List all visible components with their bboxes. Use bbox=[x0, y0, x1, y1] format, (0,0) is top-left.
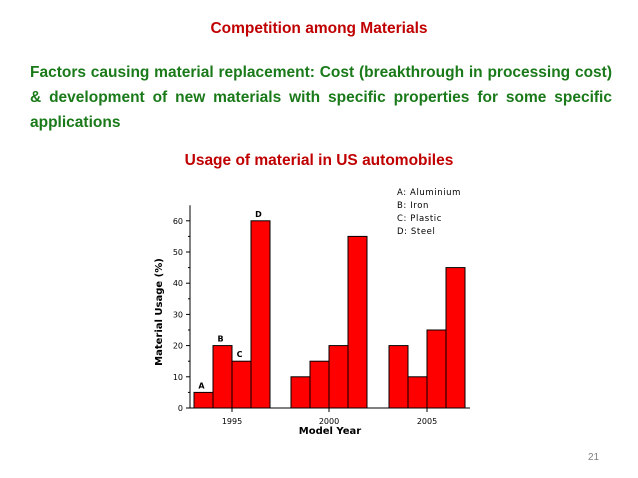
page-number: 21 bbox=[588, 452, 600, 463]
y-tick-label: 0 bbox=[178, 404, 183, 413]
bar-aluminium-1995 bbox=[193, 391, 214, 409]
y-tick-label: 60 bbox=[173, 217, 183, 226]
legend-entry: A: Aluminium bbox=[397, 188, 461, 198]
bar-iron-1995 bbox=[212, 345, 233, 409]
chart-heading: Usage of material in US automobiles bbox=[184, 152, 454, 169]
bar-label-A: A bbox=[198, 381, 205, 390]
slide-title: Competition among Materials bbox=[210, 20, 428, 37]
bar-steel-1995 bbox=[250, 220, 271, 409]
bar-steel-2005 bbox=[445, 267, 466, 409]
y-tick-label: 40 bbox=[173, 279, 183, 288]
y-tick-label: 20 bbox=[173, 342, 183, 351]
bar-label-C: C bbox=[237, 350, 243, 359]
factors-paragraph: Factors causing material replacement: Co… bbox=[30, 64, 612, 131]
x-tick-label: 2000 bbox=[319, 417, 339, 426]
bar-iron-2005 bbox=[407, 376, 428, 409]
bar-plastic-2000 bbox=[328, 345, 349, 409]
bar-plastic-2005 bbox=[426, 329, 447, 409]
bar-label-B: B bbox=[217, 335, 223, 344]
x-tick-label: 1995 bbox=[222, 417, 242, 426]
x-axis-label: Model Year bbox=[299, 426, 362, 437]
x-tick-label: 2005 bbox=[417, 417, 437, 426]
y-tick-label: 50 bbox=[173, 248, 183, 257]
y-axis-label: Material Usage (%) bbox=[154, 258, 165, 366]
bar-aluminium-2005 bbox=[388, 345, 409, 409]
legend-entry: D: Steel bbox=[397, 227, 435, 237]
bar-label-D: D bbox=[255, 210, 262, 219]
bar-iron-2000 bbox=[309, 360, 330, 409]
legend-entry: C: Plastic bbox=[397, 214, 442, 224]
y-tick-label: 30 bbox=[173, 310, 183, 319]
bar-plastic-1995 bbox=[231, 360, 252, 409]
legend-entry: B: Iron bbox=[397, 201, 429, 211]
bar-aluminium-2000 bbox=[290, 376, 311, 409]
y-tick-label: 10 bbox=[173, 373, 183, 382]
bar-steel-2000 bbox=[347, 235, 368, 409]
